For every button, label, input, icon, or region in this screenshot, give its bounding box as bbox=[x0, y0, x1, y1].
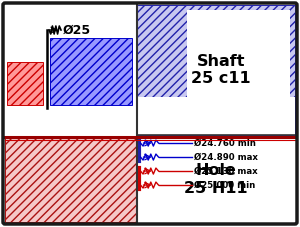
Bar bbox=[136, 97, 295, 135]
Bar bbox=[5, 137, 136, 222]
Text: Ø25.000 min: Ø25.000 min bbox=[194, 180, 256, 190]
Bar bbox=[187, 10, 290, 130]
Text: Ø24.890 max: Ø24.890 max bbox=[194, 153, 259, 162]
Bar bbox=[136, 137, 295, 222]
Text: Ø25: Ø25 bbox=[63, 24, 91, 37]
Text: Shaft
25 c11: Shaft 25 c11 bbox=[191, 54, 250, 86]
Text: Ø25.130 max: Ø25.130 max bbox=[194, 167, 258, 175]
Bar bbox=[7, 62, 43, 105]
Bar bbox=[136, 5, 295, 135]
Bar bbox=[50, 38, 131, 105]
Text: Ø24.760 min: Ø24.760 min bbox=[194, 138, 256, 148]
Text: Hole
25 H11: Hole 25 H11 bbox=[184, 163, 248, 196]
Bar bbox=[5, 5, 136, 135]
